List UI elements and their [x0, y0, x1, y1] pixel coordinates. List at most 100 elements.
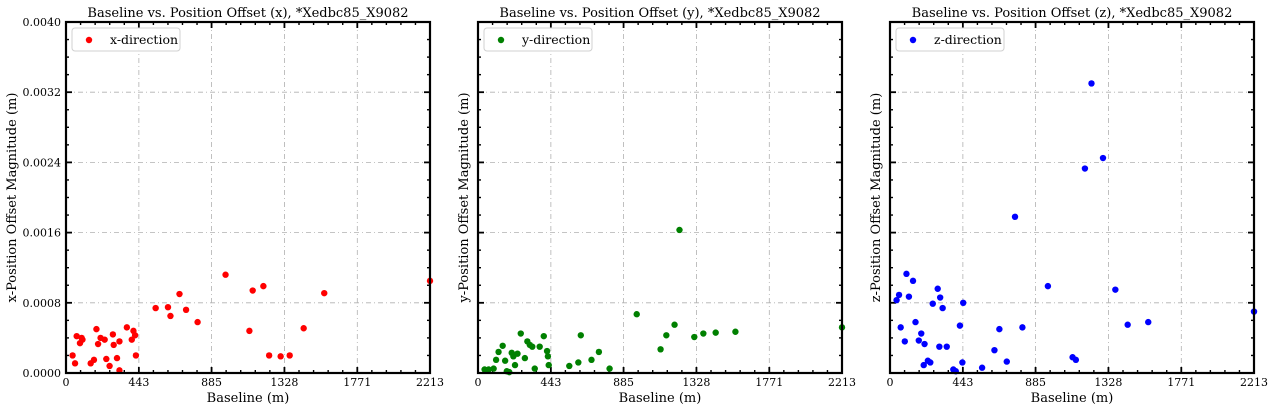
axes-frame [888, 20, 1256, 375]
data-point [246, 327, 253, 335]
data-point [936, 343, 943, 350]
data-point [79, 336, 86, 343]
grid [66, 22, 430, 373]
y-tick-label: 0.0000 [23, 367, 62, 380]
data-point [943, 343, 950, 350]
data-point [897, 324, 904, 331]
data-point [956, 322, 964, 329]
data-point [260, 282, 267, 290]
x-tick-label: 885 [613, 376, 634, 389]
data-point [495, 348, 502, 356]
data-point [511, 361, 519, 369]
data-point [90, 356, 98, 364]
data-point [543, 347, 551, 355]
subplot-2: 0 443 885 1328 1771 2213 Baseline vs. Position… [457, 6, 856, 406]
chart-title: Baseline vs. Position Offset (z), *Xedbc… [912, 6, 1233, 21]
y-tick-label: 0.0024 [23, 156, 62, 169]
y-tick-label: 0.0008 [23, 297, 62, 310]
y-tick-label: 0.0032 [23, 86, 62, 99]
data-point [529, 343, 536, 350]
x-tick-label: 1771 [755, 376, 783, 389]
x-axis-label: Baseline (m) [619, 391, 702, 406]
data-points [69, 271, 434, 374]
data-point [517, 330, 524, 337]
x-tick-label: 443 [952, 376, 973, 389]
data-point [893, 296, 900, 304]
x-tick-label: 443 [128, 376, 149, 389]
data-point [934, 285, 941, 292]
data-point [101, 336, 108, 343]
major-ticks: 0 443 885 1328 1771 2213 [887, 21, 1268, 389]
data-point [531, 365, 538, 372]
data-point [575, 359, 582, 366]
x-tick-label: 2213 [416, 376, 444, 389]
data-point [921, 340, 928, 348]
data-point [128, 336, 135, 343]
data-point [657, 346, 664, 353]
data-point [94, 340, 102, 348]
x-tick-label: 1328 [270, 376, 298, 389]
data-point [909, 277, 917, 285]
x-tick-label: 1328 [682, 376, 710, 389]
axes-frame [64, 20, 432, 375]
data-point [321, 289, 328, 297]
data-point [521, 354, 529, 362]
data-point [1019, 324, 1026, 331]
data-point [712, 329, 719, 336]
data-point [1099, 154, 1107, 162]
minor-ticks [478, 22, 842, 373]
data-point [959, 299, 967, 306]
axes-frame [476, 20, 844, 375]
x-tick-label: 1771 [343, 376, 371, 389]
data-point [1088, 80, 1095, 87]
data-point [93, 325, 100, 333]
x-tick-label: 0 [63, 376, 70, 389]
data-point [732, 328, 739, 335]
data-point [895, 291, 903, 299]
data-point [176, 290, 183, 298]
legend-marker [909, 36, 917, 44]
data-point [1072, 356, 1080, 364]
data-point [116, 338, 123, 345]
data-point [182, 306, 190, 314]
data-point [499, 342, 506, 349]
y-axis-label: y-Position Offset Magnitude (m) [457, 92, 472, 303]
data-point [536, 343, 543, 350]
data-point [71, 360, 79, 367]
x-tick-label: 0 [475, 376, 482, 389]
y-tick-label: 0.0040 [23, 16, 62, 29]
data-point [606, 365, 613, 372]
data-point [663, 332, 670, 339]
data-point [545, 361, 552, 369]
data-point [485, 366, 492, 373]
data-point [901, 338, 909, 345]
data-point [978, 364, 986, 371]
data-point [1003, 358, 1010, 365]
data-point [1011, 213, 1019, 221]
data-point [194, 318, 201, 326]
data-point [577, 332, 585, 339]
data-point [700, 330, 707, 337]
legend-marker [497, 36, 505, 44]
legend-box [483, 27, 593, 52]
data-point [132, 352, 140, 359]
data-point [676, 226, 683, 234]
data-point [265, 352, 273, 359]
minor-ticks [890, 22, 1254, 373]
data-point [633, 311, 640, 318]
data-point [69, 352, 76, 359]
data-point [490, 365, 497, 372]
data-point [996, 325, 1003, 333]
legend-label: z-direction [934, 32, 1002, 47]
data-point [566, 362, 573, 370]
legend-box [71, 27, 181, 52]
subplot-1: 0 443 885 1328 1771 2213 0.0000 0.0008 0.0016 0.0… [5, 6, 444, 406]
data-point [110, 341, 117, 349]
data-point [103, 355, 110, 363]
data-point [991, 346, 998, 354]
data-point [109, 331, 117, 338]
legend-marker [85, 36, 93, 44]
data-point [1124, 321, 1131, 328]
